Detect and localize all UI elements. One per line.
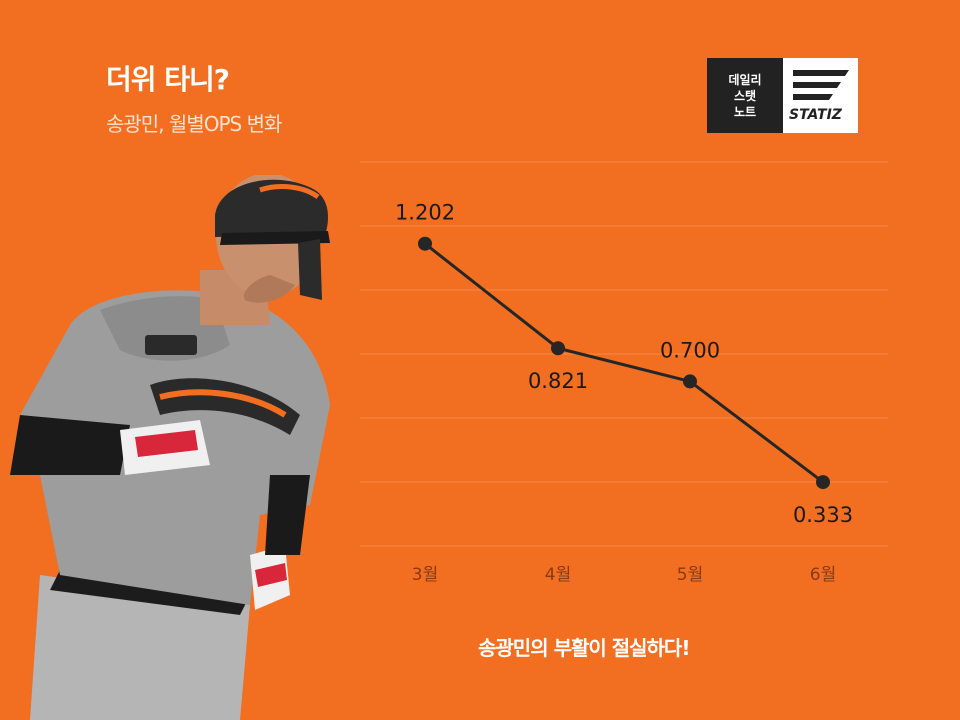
logo-stripes-icon	[793, 70, 849, 100]
data-point	[816, 475, 830, 490]
player-photo	[10, 175, 330, 720]
logo-line-3: 노트	[733, 104, 757, 119]
data-label: 0.333	[793, 503, 853, 527]
logo-brand-block: STATIZ	[783, 58, 858, 133]
series-line	[424, 242, 824, 484]
x-tick-label: 3월	[412, 565, 438, 585]
chart-title: 더위 타니?	[106, 63, 230, 96]
footer-caption: 송광민의 부활이 절실하다!	[478, 636, 690, 660]
x-tick-label: 6월	[810, 565, 836, 585]
ops-series-line	[424, 242, 824, 484]
data-point	[683, 374, 697, 389]
x-axis-ticks: 3월 4월 5월 6월	[412, 565, 836, 585]
logo-line-2: 스탯	[733, 88, 757, 103]
x-tick-label: 4월	[545, 565, 571, 585]
data-label: 0.700	[660, 338, 720, 362]
chart-subtitle: 송광민, 월별OPS 변화	[106, 112, 282, 136]
statiz-logo: 데일리 스탯 노트 STATIZ	[707, 58, 858, 133]
data-label: 1.202	[395, 201, 455, 225]
data-labels: 1.202 0.821 0.700 0.333	[395, 201, 853, 527]
data-points	[418, 236, 830, 490]
logo-brand-text: STATIZ	[789, 107, 842, 123]
data-point	[418, 236, 432, 251]
data-label: 0.821	[528, 369, 588, 393]
x-tick-label: 5월	[677, 565, 703, 585]
logo-text-block: 데일리 스탯 노트	[707, 58, 783, 133]
logo-line-1: 데일리	[728, 72, 762, 87]
grid-lines	[360, 161, 888, 547]
data-point	[551, 341, 565, 356]
